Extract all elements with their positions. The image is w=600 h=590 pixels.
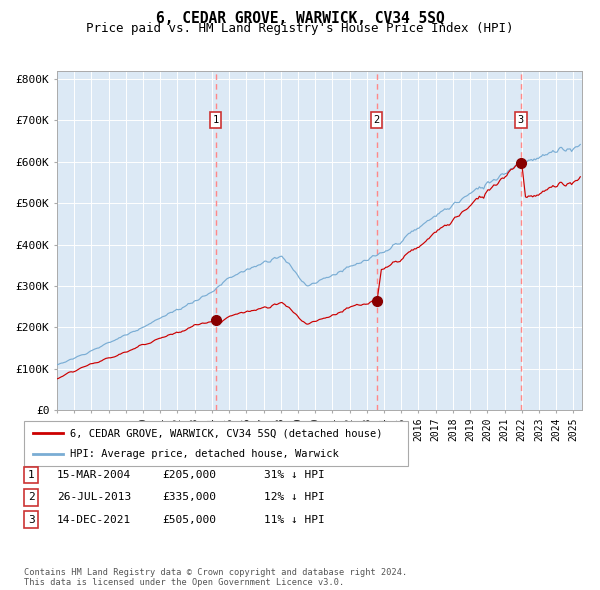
Text: £335,000: £335,000 [162,493,216,502]
Text: 2: 2 [28,493,35,502]
Text: £205,000: £205,000 [162,470,216,480]
Text: 12% ↓ HPI: 12% ↓ HPI [264,493,325,502]
Text: 26-JUL-2013: 26-JUL-2013 [57,493,131,502]
Text: 2: 2 [374,115,380,125]
Text: 15-MAR-2004: 15-MAR-2004 [57,470,131,480]
Text: 6, CEDAR GROVE, WARWICK, CV34 5SQ (detached house): 6, CEDAR GROVE, WARWICK, CV34 5SQ (detac… [70,428,383,438]
Text: 1: 1 [212,115,218,125]
Text: HPI: Average price, detached house, Warwick: HPI: Average price, detached house, Warw… [70,449,339,459]
Text: 11% ↓ HPI: 11% ↓ HPI [264,515,325,525]
Text: Contains HM Land Registry data © Crown copyright and database right 2024.: Contains HM Land Registry data © Crown c… [24,568,407,577]
Text: 3: 3 [518,115,524,125]
Text: This data is licensed under the Open Government Licence v3.0.: This data is licensed under the Open Gov… [24,578,344,587]
Text: 31% ↓ HPI: 31% ↓ HPI [264,470,325,480]
Text: 6, CEDAR GROVE, WARWICK, CV34 5SQ: 6, CEDAR GROVE, WARWICK, CV34 5SQ [155,11,445,25]
Text: 1: 1 [28,470,35,480]
Text: £505,000: £505,000 [162,515,216,525]
Text: 14-DEC-2021: 14-DEC-2021 [57,515,131,525]
Text: Price paid vs. HM Land Registry's House Price Index (HPI): Price paid vs. HM Land Registry's House … [86,22,514,35]
Text: 3: 3 [28,515,35,525]
